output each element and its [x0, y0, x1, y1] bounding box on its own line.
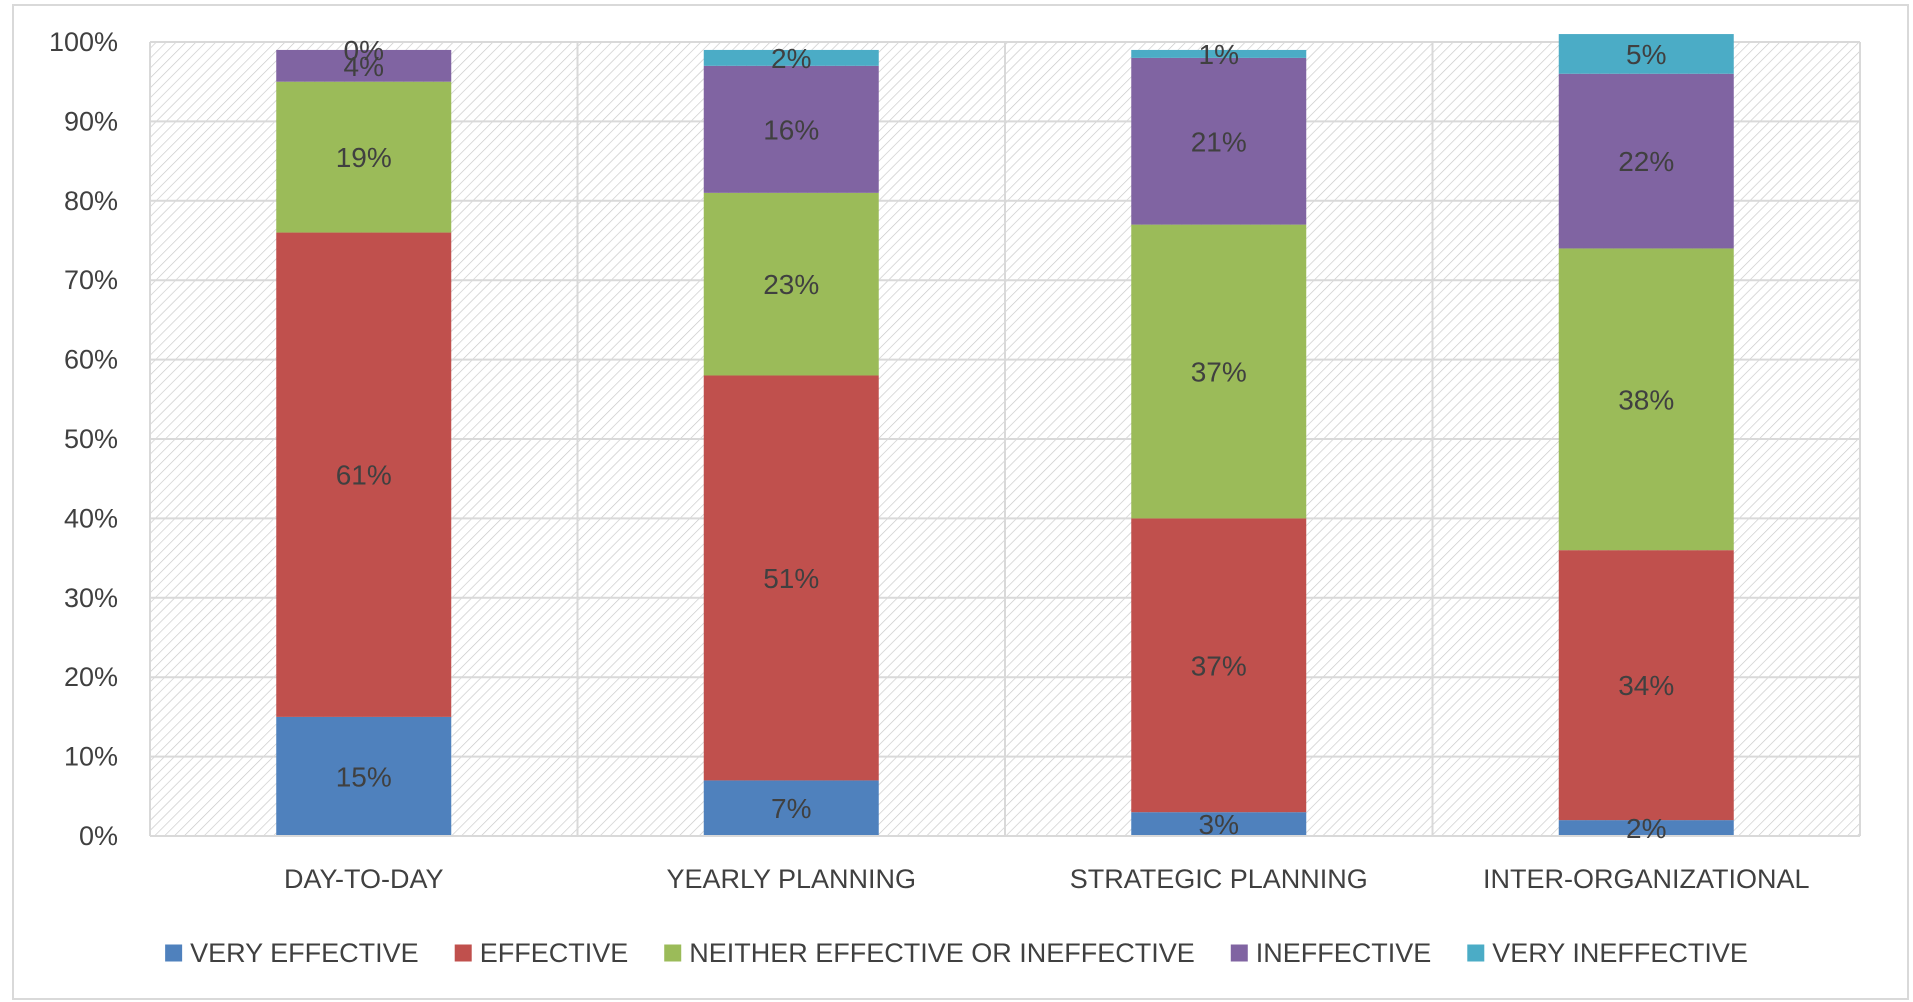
- bar-segment: [703, 49, 879, 66]
- category-label: DAY-TO-DAY: [284, 864, 444, 894]
- axes: 0% 10% 20% 30% 40% 50% 60% 70% 80% 90% 100% DAY-TO-…: [49, 27, 1860, 894]
- data-labels: 15% 61% 19% 4%0% 7% 51% 23% 16% 2% 3% 37% 37% 21% 1% 2…: [336, 35, 1675, 844]
- category-label: INTER-ORGANIZATIONAL: [1483, 864, 1810, 894]
- bar-segment: [1558, 248, 1734, 551]
- legend-swatch: [1230, 944, 1248, 962]
- bar-segment: [1131, 518, 1307, 813]
- y-tick-label: 50%: [64, 424, 118, 454]
- y-tick-label: 80%: [64, 186, 118, 216]
- data-label: 0%: [344, 35, 384, 66]
- bar-segment: [703, 780, 879, 836]
- data-label: 3%: [1199, 809, 1239, 840]
- legend-label: EFFECTIVE: [480, 938, 629, 968]
- y-tick-label: 90%: [64, 106, 118, 136]
- data-label: 1%: [1199, 39, 1239, 70]
- bars: [276, 34, 1734, 836]
- y-tick-label: 10%: [64, 742, 118, 772]
- data-label: 2%: [771, 43, 811, 74]
- y-tick-label: 30%: [64, 583, 118, 613]
- bar-segment: [276, 232, 452, 717]
- data-label: 23%: [763, 269, 819, 300]
- legend-label: VERY INEFFECTIVE: [1492, 938, 1748, 968]
- data-label: 38%: [1618, 384, 1674, 415]
- legend-label: NEITHER EFFECTIVE OR INEFFECTIVE: [689, 938, 1195, 968]
- data-label: 21%: [1191, 126, 1247, 157]
- legend-swatch: [454, 944, 472, 962]
- bar-segment: [1131, 224, 1307, 519]
- category-label: STRATEGIC PLANNING: [1070, 864, 1368, 894]
- category-label: YEARLY PLANNING: [666, 864, 916, 894]
- bar-segment: [1558, 820, 1734, 836]
- data-label: 19%: [336, 142, 392, 173]
- legend-swatch: [664, 944, 682, 962]
- data-label: 5%: [1626, 39, 1666, 70]
- y-tick-label: 100%: [49, 27, 118, 57]
- bar-segment: [276, 716, 452, 836]
- legend-label: INEFFECTIVE: [1256, 938, 1432, 968]
- legend-swatch: [1467, 944, 1485, 962]
- bar-segment: [1558, 73, 1734, 249]
- legend-label: VERY EFFECTIVE: [190, 938, 419, 968]
- y-tick-label: 60%: [64, 345, 118, 375]
- bar-segment: [276, 49, 452, 82]
- data-label: 51%: [763, 563, 819, 594]
- y-tick-label: 0%: [79, 821, 118, 851]
- bar-segment: [1131, 57, 1307, 225]
- y-tick-label: 70%: [64, 265, 118, 295]
- bar-segment: [1558, 34, 1734, 74]
- data-label: 16%: [763, 114, 819, 145]
- bar-segment: [703, 375, 879, 781]
- data-label: 4%: [344, 51, 384, 82]
- bar-segment: [276, 81, 452, 233]
- data-label: 37%: [1191, 357, 1247, 388]
- data-label: 7%: [771, 793, 811, 824]
- bar-segment: [1558, 550, 1734, 821]
- y-tick-label: 20%: [64, 662, 118, 692]
- data-label: 22%: [1618, 146, 1674, 177]
- data-label: 2%: [1626, 813, 1666, 844]
- bar-segment: [1131, 49, 1307, 58]
- data-label: 61%: [336, 460, 392, 491]
- data-label: 15%: [336, 761, 392, 792]
- bar-segment: [1131, 812, 1307, 836]
- bar-segment: [703, 192, 879, 376]
- legend: VERY EFFECTIVE EFFECTIVE NEITHER EFFECTIVE…: [165, 938, 1748, 968]
- bar-segment: [703, 65, 879, 193]
- data-label: 34%: [1618, 670, 1674, 701]
- data-label: 37%: [1191, 650, 1247, 681]
- legend-swatch: [165, 944, 183, 962]
- y-tick-label: 40%: [64, 503, 118, 533]
